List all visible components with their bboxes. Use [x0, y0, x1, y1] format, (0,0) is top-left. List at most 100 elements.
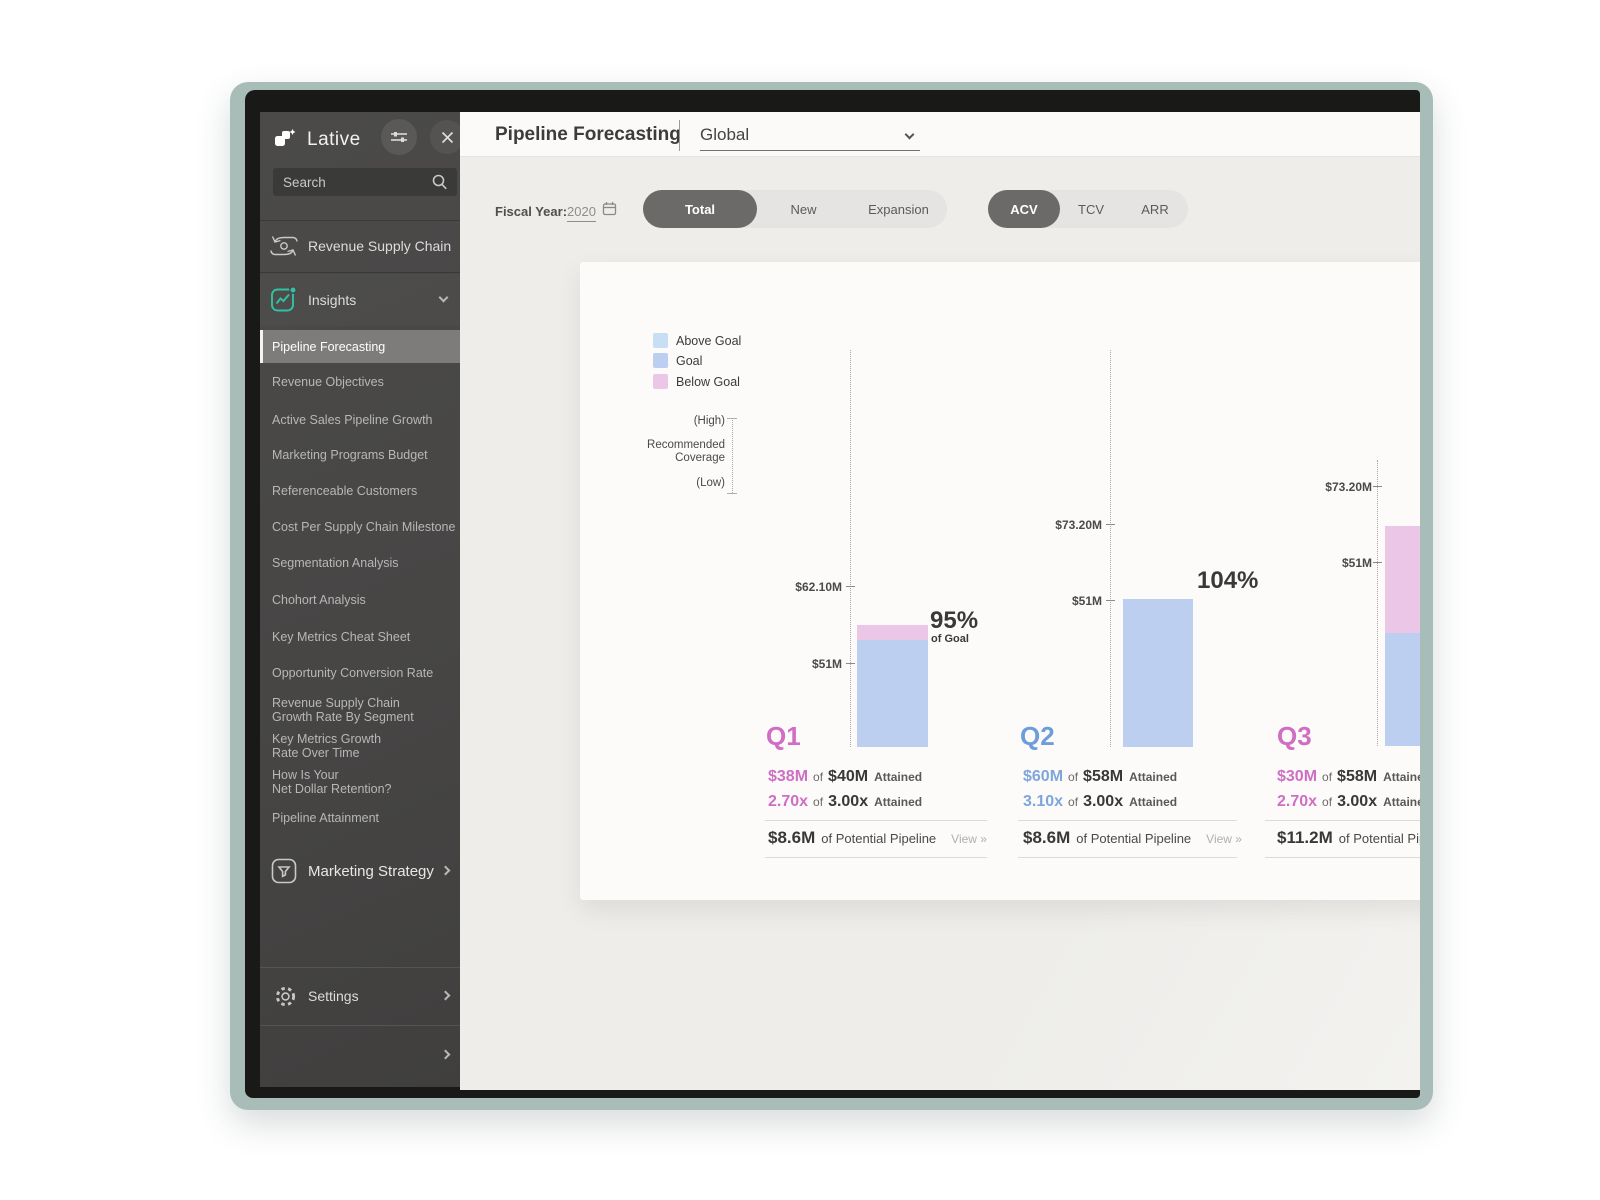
sidebar-item-referenceable-customers[interactable]: Referenceable Customers	[260, 484, 460, 498]
forecast-chart-card: Above Goal Goal Below Goal (High) Recomm…	[580, 262, 1420, 900]
of-label: of	[1068, 770, 1079, 784]
q1-tick-goal-dash	[846, 663, 855, 664]
q1-bar-below-goal-segment	[857, 625, 928, 640]
sidebar-section-label: Revenue Supply Chain	[308, 238, 452, 254]
q3-coverage-row: 2.70x of 3.00x Attained	[1277, 793, 1420, 811]
supply-chain-cycle-icon	[268, 233, 300, 264]
sidebar-item-label: Pipeline Attainment	[272, 811, 380, 825]
sidebar-item-label: Revenue Objectives	[272, 375, 384, 389]
q2-bar-goal-segment	[1123, 599, 1193, 747]
sidebar-section-label: Insights	[308, 292, 357, 308]
of-label: of	[1322, 770, 1333, 784]
sidebar-item-marketing-programs-budget[interactable]: Marketing Programs Budget	[260, 448, 460, 462]
q2-tick-goal-dash	[1106, 600, 1115, 601]
sidebar-item-label: Key Metrics Cheat Sheet	[272, 630, 411, 644]
q2-coverage-row: 3.10x of 3.00x Attained	[1023, 793, 1177, 811]
q1-attained-row: $38M of $40M Attained	[768, 768, 922, 786]
sidebar-section-label: Marketing Strategy	[308, 862, 434, 880]
sidebar-item-key-metrics-cheat-sheet[interactable]: Key Metrics Cheat Sheet	[260, 630, 460, 644]
coverage-high-label: (High)	[693, 415, 725, 427]
sidebar-item-pipeline-forecasting-active[interactable]: Pipeline Forecasting	[260, 330, 460, 363]
dropdown-underline	[700, 150, 920, 151]
sidebar-item-key-metrics-growth-rate[interactable]: Key Metrics Growth Rate Over Time	[260, 732, 460, 760]
q1-coverage-goal: 3.00x	[828, 793, 869, 810]
coverage-scale-line	[732, 418, 733, 493]
attained-label: Attained	[1129, 770, 1178, 784]
q2-pipeline-row: $8.6M of Potential Pipeline View »	[1023, 828, 1242, 848]
app-window: Lative	[245, 90, 1420, 1098]
calendar-icon[interactable]	[602, 201, 617, 221]
q3-tick-goal-label: $51M	[1341, 556, 1372, 570]
q2-axis-line	[1110, 350, 1111, 747]
device-frame: Lative	[230, 82, 1433, 1110]
legend-label-above-goal: Above Goal	[676, 334, 742, 348]
sidebar-item-label: Marketing Programs Budget	[272, 448, 428, 462]
q2-attained-goal: $58M	[1083, 768, 1124, 785]
q2-view-link[interactable]: View »	[1206, 832, 1242, 846]
sidebar-item-settings[interactable]: Settings	[260, 968, 460, 1024]
insights-chart-icon	[270, 286, 297, 318]
attained-label: Attained	[874, 770, 923, 784]
of-label: of	[1322, 795, 1333, 809]
toggle-acv[interactable]: ACV	[988, 190, 1060, 228]
toggle-total[interactable]: Total	[643, 190, 757, 228]
sidebar-item-cost-per-supply-chain-milestone[interactable]: Cost Per Supply Chain Milestone	[260, 520, 460, 534]
q2-stats-divider-bottom	[1018, 857, 1237, 858]
q2-percent-of-goal: 104%	[1197, 567, 1259, 594]
q2-coverage-value: 3.10x	[1023, 793, 1064, 810]
q3-tick-goal-dash	[1373, 562, 1382, 563]
close-button[interactable]	[430, 120, 460, 154]
q3-attained-value: $30M	[1277, 768, 1318, 785]
sidebar-item-label: Referenceable Customers	[272, 484, 418, 498]
sidebar-item-revenue-supply-chain[interactable]: Revenue Supply Chain	[260, 222, 460, 270]
q1-tick-goal-label: $51M	[811, 657, 842, 671]
fiscal-year-value[interactable]: 2020	[567, 204, 596, 222]
toggle-arr[interactable]: ARR	[1141, 201, 1169, 217]
region-dropdown[interactable]: Global	[700, 125, 922, 151]
of-label: of	[1068, 795, 1079, 809]
q1-attained-goal: $40M	[828, 768, 869, 785]
sidebar-item-growth-rate-by-segment[interactable]: Revenue Supply Chain Growth Rate By Segm…	[260, 696, 460, 724]
toggle-new[interactable]: New	[790, 201, 817, 217]
sidebar-item-user-profile[interactable]: DR	[260, 1026, 460, 1084]
q2-tick-top-label: $73.20M	[1055, 518, 1102, 532]
fiscal-year-label: Fiscal Year:	[495, 204, 568, 219]
attained-label: Attained	[874, 795, 923, 809]
sidebar-item-marketing-strategy[interactable]: Marketing Strategy	[260, 848, 460, 894]
region-dropdown-value: Global	[700, 125, 750, 144]
chevron-right-icon	[440, 1049, 451, 1060]
sidebar-divider	[260, 220, 460, 221]
q1-stats-divider-bottom	[765, 857, 987, 858]
chevron-down-icon	[904, 129, 915, 140]
sidebar-item-active-sales-pipeline-growth[interactable]: Active Sales Pipeline Growth	[260, 413, 460, 427]
q1-coverage-row: 2.70x of 3.00x Attained	[768, 793, 922, 811]
sidebar-item-insights[interactable]: Insights	[260, 274, 460, 326]
q2-attained-value: $60M	[1023, 768, 1064, 785]
sidebar-item-chohort-analysis[interactable]: Chohort Analysis	[260, 593, 460, 607]
coverage-scale-bottom-tick	[727, 493, 737, 494]
sliders-icon	[391, 132, 407, 142]
q1-view-link[interactable]: View »	[951, 832, 987, 846]
q2-tick-top-dash	[1106, 524, 1115, 525]
search-field[interactable]	[273, 168, 457, 196]
sidebar-item-net-dollar-retention[interactable]: How Is Your Net Dollar Retention?	[260, 768, 460, 796]
q1-label: Q1	[766, 721, 801, 751]
sidebar-item-revenue-objectives[interactable]: Revenue Objectives	[260, 375, 460, 389]
attained-label: Attained	[1129, 795, 1178, 809]
sidebar-item-pipeline-attainment[interactable]: Pipeline Attainment	[260, 811, 460, 825]
q3-coverage-value: 2.70x	[1277, 793, 1318, 810]
sidebar-item-opportunity-conversion-rate[interactable]: Opportunity Conversion Rate	[260, 666, 460, 680]
search-input[interactable]	[273, 168, 423, 196]
sidebar-item-label: Pipeline Forecasting	[272, 339, 386, 354]
q2-tick-goal-label: $51M	[1071, 594, 1102, 608]
toggle-tcv[interactable]: TCV	[1078, 201, 1104, 217]
page-title: Pipeline Forecasting	[495, 124, 681, 145]
sidebar-item-label: Segmentation Analysis	[272, 556, 399, 570]
sidebar-item-segmentation-analysis[interactable]: Segmentation Analysis	[260, 556, 460, 570]
sliders-button[interactable]	[381, 119, 417, 155]
attained-label: Attained	[1383, 795, 1420, 809]
metric-toggle-group: ACV TCV ARR	[988, 190, 1188, 228]
q3-bar-goal-segment	[1385, 633, 1420, 746]
toggle-expansion[interactable]: Expansion	[868, 201, 929, 217]
